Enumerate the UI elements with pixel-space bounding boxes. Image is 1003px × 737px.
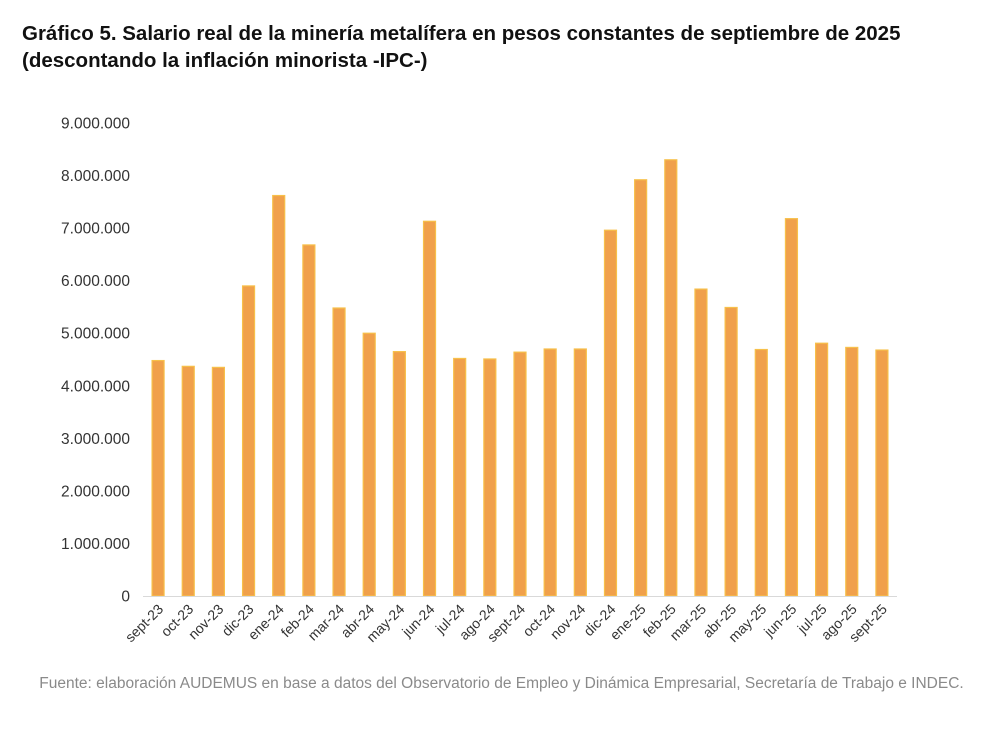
bar [845, 346, 859, 597]
y-axis: 0 1.000.000 2.000.000 3.000.000 4.000.000 5.0… [61, 116, 130, 606]
bar [422, 220, 437, 597]
bars [151, 159, 889, 597]
bar [784, 218, 799, 597]
bar [664, 159, 678, 597]
bar [634, 179, 648, 597]
y-tick-label: 0 [121, 589, 130, 606]
bar [211, 366, 225, 597]
x-axis: sept-23oct-23nov-23dic-23ene-24feb-24mar… [122, 601, 890, 645]
y-tick-label: 3.000.000 [61, 431, 130, 448]
y-tick-label: 6.000.000 [61, 273, 130, 290]
bar [392, 351, 406, 597]
y-tick-label: 8.000.000 [61, 168, 130, 185]
source-note: Fuente: elaboración AUDEMUS en base a da… [39, 675, 964, 692]
y-tick-label: 9.000.000 [61, 116, 130, 133]
bar [603, 229, 618, 597]
x-tick-label: nov-23 [185, 601, 227, 643]
y-tick-label: 2.000.000 [61, 483, 130, 500]
bar [302, 244, 316, 597]
y-tick-label: 1.000.000 [61, 536, 130, 553]
bar [694, 288, 708, 597]
bar [875, 349, 889, 597]
x-tick-label: nov-24 [547, 601, 589, 643]
bar [513, 351, 527, 597]
x-tick-label: sept-23 [122, 601, 166, 645]
bar [241, 285, 256, 597]
bar [573, 348, 587, 597]
bar [181, 365, 195, 597]
bar [483, 358, 497, 597]
y-tick-label: 5.000.000 [61, 326, 130, 343]
bar [362, 332, 376, 597]
y-tick-label: 7.000.000 [61, 221, 130, 238]
x-tick-label: jun-25 [760, 601, 800, 641]
bar [272, 194, 286, 597]
bar [151, 359, 165, 597]
bar [814, 342, 829, 597]
bar [724, 306, 738, 597]
chart-title: Gráfico 5. Salario real de la minería me… [22, 22, 901, 72]
bar [453, 357, 467, 597]
bar [543, 348, 557, 597]
bar-chart: 0 1.000.000 2.000.000 3.000.000 4.000.000 5.0… [61, 116, 897, 645]
y-tick-label: 4.000.000 [61, 378, 130, 395]
x-tick-label: jun-24 [398, 601, 438, 641]
bar [754, 348, 768, 597]
bar [332, 307, 346, 597]
